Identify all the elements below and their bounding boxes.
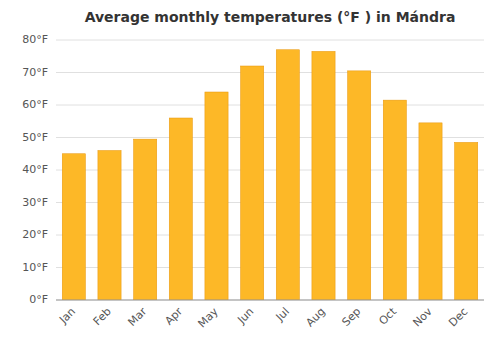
- x-axis: Jan Feb Mar Apr May Jun Jul Aug Sep Oct Nov Dec: [56, 305, 470, 331]
- bar: [169, 118, 192, 300]
- y-axis: 0°F 10°F 20°F 30°F 40°F 50°F 60°F 70°F 80°F: [22, 33, 48, 306]
- x-tick-label: Dec: [446, 305, 470, 329]
- bar: [98, 151, 121, 301]
- bar: [455, 142, 478, 300]
- grid-line: [56, 72, 484, 73]
- chart-svg: Average monthly temperatures (°F ) in Má…: [0, 0, 500, 350]
- y-tick-label: 10°F: [22, 261, 48, 274]
- y-tick-label: 70°F: [22, 66, 48, 79]
- bar: [276, 50, 299, 300]
- x-axis-line: [56, 300, 484, 301]
- bar: [312, 51, 335, 300]
- bar: [205, 92, 228, 300]
- bar: [241, 66, 264, 300]
- grid-line: [56, 105, 484, 106]
- y-tick-label: 30°F: [22, 196, 48, 209]
- x-tick-label: Feb: [91, 305, 114, 328]
- bar: [134, 139, 157, 300]
- bar: [419, 123, 442, 300]
- y-tick-label: 60°F: [22, 98, 48, 111]
- y-tick-label: 20°F: [22, 228, 48, 241]
- title: Average monthly temperatures (°F ) in Má…: [85, 9, 456, 25]
- x-tick-label: Sep: [340, 305, 364, 329]
- y-tick-label: 40°F: [22, 163, 48, 176]
- x-tick-label: Aug: [303, 305, 327, 329]
- grid: [56, 40, 484, 300]
- x-tick-label: Jul: [273, 305, 292, 324]
- x-tick-label: Jun: [234, 305, 256, 327]
- page: {"chart_data": {"type": "bar", "title": …: [0, 0, 500, 350]
- x-tick-label: May: [195, 305, 221, 331]
- grid-line: [56, 300, 484, 301]
- chart-container: Average monthly temperatures (°F ) in Má…: [0, 0, 500, 350]
- bars: [62, 50, 478, 300]
- y-tick-label: 0°F: [29, 293, 48, 306]
- grid-line: [56, 40, 484, 41]
- x-tick-label: Apr: [162, 305, 185, 328]
- bar: [348, 71, 371, 300]
- y-tick-label: 80°F: [22, 33, 48, 46]
- x-tick-label: Nov: [410, 305, 435, 330]
- y-tick-label: 50°F: [22, 131, 48, 144]
- x-tick-label: Jan: [56, 305, 78, 327]
- x-tick-label: Mar: [126, 305, 150, 329]
- bar: [383, 100, 406, 300]
- bar: [62, 154, 85, 300]
- x-tick-label: Oct: [376, 305, 399, 328]
